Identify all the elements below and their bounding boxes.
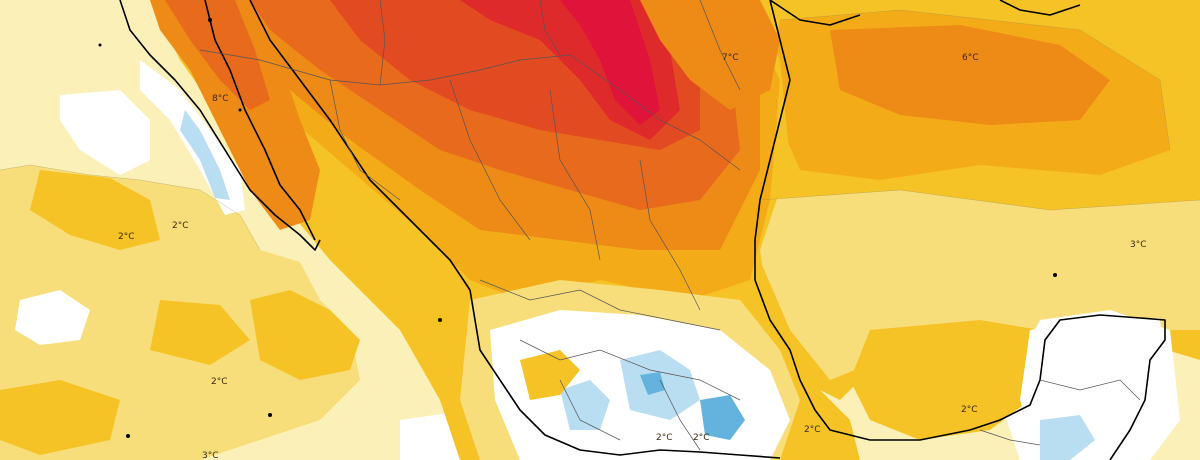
state-line-h — [659, 379, 701, 451]
state-line-b — [449, 79, 531, 241]
baja-gulf-coast — [204, 0, 316, 241]
baja-orange — [150, 0, 320, 230]
yucatan-border — [1039, 379, 1141, 401]
label-veracruz: 2°C — [804, 425, 821, 435]
caribbean-yellow — [850, 320, 1040, 440]
texas-louisiana-coast — [769, 0, 861, 26]
pacific-warm-blob-d — [0, 380, 120, 455]
central-blue-d — [640, 372, 665, 395]
baja-dark-orange — [165, 0, 270, 110]
label-texas: 7°C — [722, 53, 739, 63]
state-line-c — [549, 89, 601, 261]
contour-a — [0, 164, 261, 251]
us-state-line-a — [379, 0, 386, 86]
baja-pacific-coast — [119, 0, 321, 251]
islands — [98, 18, 1057, 438]
label-gulf-north: 6°C — [962, 53, 979, 63]
gulf-orange — [830, 25, 1110, 125]
central-blue-c — [700, 395, 745, 440]
state-borders — [199, 0, 1141, 451]
island-b — [208, 18, 212, 22]
island-d — [268, 413, 272, 417]
state-line-d — [639, 159, 701, 311]
label-pacific-a: 2°C — [118, 232, 135, 242]
us-mexico-border — [199, 49, 741, 171]
yucatan-blue — [1040, 415, 1095, 460]
label-yucatan-coast: 2°C — [961, 405, 978, 415]
land-magenta-core — [560, 0, 660, 125]
label-central-a: 2°C — [656, 433, 673, 443]
pacific-mainland-coast — [469, 289, 781, 459]
us-state-line-b — [539, 0, 561, 56]
mainland-gulf-california-coast — [249, 0, 471, 291]
central-blue-b — [560, 380, 610, 430]
label-pacific-south: 2°C — [211, 377, 228, 387]
pacific-warm-blob-b — [250, 290, 360, 380]
island-a — [98, 43, 102, 47]
contour-lines — [0, 9, 1200, 251]
label-central-b: 2°C — [693, 433, 710, 443]
pacific-warm-blob-c — [150, 300, 250, 365]
contour-c — [779, 9, 1171, 151]
state-line-f — [519, 339, 741, 401]
island-c — [238, 108, 242, 112]
state-line-g — [559, 379, 621, 441]
us-state-line-c — [699, 0, 741, 91]
pacific-white-patch-a — [60, 90, 150, 175]
label-caribbean-east: 3°C — [1130, 240, 1147, 250]
pacific-white-patch-b — [15, 290, 90, 345]
guatemala-border — [979, 429, 1041, 446]
gulf-california-blue — [180, 110, 230, 200]
coastlines — [119, 0, 1166, 460]
state-line-e — [479, 279, 721, 331]
label-pacific-b: 2°C — [172, 221, 189, 231]
florida-coast — [999, 0, 1081, 16]
pacific-warm-blob-a — [30, 170, 160, 250]
central-yellow-streak — [520, 350, 580, 400]
label-pacific-south-edge: 3°C — [202, 451, 219, 460]
island-e — [126, 434, 130, 438]
texas-orange — [640, 0, 780, 110]
contour-b — [759, 189, 1200, 211]
island-f — [1053, 273, 1057, 277]
label-baja-north: 8°C — [212, 94, 229, 104]
state-line-a — [329, 79, 401, 201]
island-g — [438, 318, 442, 322]
gulf-mexico-west-coast — [754, 0, 1166, 460]
